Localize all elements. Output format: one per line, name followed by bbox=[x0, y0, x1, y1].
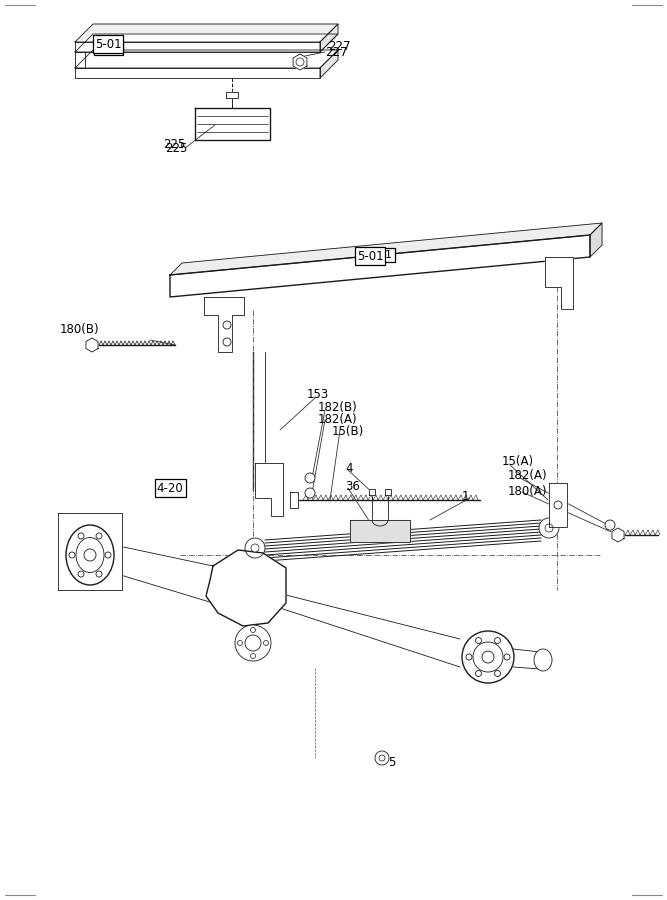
Circle shape bbox=[263, 641, 269, 645]
Circle shape bbox=[251, 544, 259, 552]
Text: 225: 225 bbox=[165, 141, 187, 155]
Circle shape bbox=[375, 751, 389, 765]
Text: 5-01: 5-01 bbox=[95, 43, 121, 53]
Text: 225: 225 bbox=[163, 139, 185, 151]
Circle shape bbox=[545, 524, 553, 532]
Polygon shape bbox=[170, 223, 602, 275]
Text: 180(A): 180(A) bbox=[508, 485, 548, 499]
Polygon shape bbox=[75, 52, 85, 68]
Circle shape bbox=[251, 653, 255, 659]
Text: 15(B): 15(B) bbox=[332, 426, 364, 438]
Polygon shape bbox=[206, 550, 286, 626]
Polygon shape bbox=[545, 257, 573, 309]
Circle shape bbox=[605, 520, 615, 530]
Text: 5-01: 5-01 bbox=[95, 38, 121, 50]
Polygon shape bbox=[612, 528, 624, 542]
Text: 5-01: 5-01 bbox=[368, 250, 392, 260]
Text: 182(A): 182(A) bbox=[318, 413, 358, 427]
Circle shape bbox=[296, 58, 304, 66]
Polygon shape bbox=[255, 463, 283, 516]
Circle shape bbox=[305, 488, 315, 498]
Polygon shape bbox=[75, 68, 320, 78]
Polygon shape bbox=[75, 50, 338, 68]
Polygon shape bbox=[75, 34, 338, 52]
Polygon shape bbox=[293, 54, 307, 70]
Text: 227: 227 bbox=[328, 40, 350, 52]
Text: 182(A): 182(A) bbox=[508, 469, 548, 482]
Polygon shape bbox=[86, 338, 98, 352]
Polygon shape bbox=[226, 92, 238, 98]
Text: 5: 5 bbox=[388, 755, 396, 769]
Text: 5-01: 5-01 bbox=[357, 249, 384, 263]
Circle shape bbox=[84, 549, 96, 561]
Circle shape bbox=[476, 637, 482, 643]
Text: 15(A): 15(A) bbox=[502, 455, 534, 469]
Text: 153: 153 bbox=[307, 389, 329, 401]
Circle shape bbox=[245, 635, 261, 651]
Circle shape bbox=[554, 501, 562, 509]
Circle shape bbox=[245, 538, 265, 558]
Circle shape bbox=[494, 637, 500, 643]
Ellipse shape bbox=[76, 537, 104, 572]
Text: 1: 1 bbox=[462, 490, 470, 502]
Polygon shape bbox=[320, 50, 338, 78]
Text: 182(B): 182(B) bbox=[318, 401, 358, 415]
Circle shape bbox=[466, 654, 472, 660]
Circle shape bbox=[476, 670, 482, 677]
Polygon shape bbox=[549, 483, 567, 527]
Circle shape bbox=[69, 552, 75, 558]
Circle shape bbox=[237, 641, 243, 645]
Circle shape bbox=[223, 338, 231, 346]
Circle shape bbox=[494, 670, 500, 677]
Circle shape bbox=[504, 654, 510, 660]
Ellipse shape bbox=[66, 525, 114, 585]
Circle shape bbox=[96, 572, 102, 577]
Polygon shape bbox=[369, 489, 375, 495]
Text: 36: 36 bbox=[345, 480, 360, 492]
Circle shape bbox=[223, 321, 231, 329]
Circle shape bbox=[482, 651, 494, 663]
Circle shape bbox=[305, 473, 315, 483]
Polygon shape bbox=[590, 223, 602, 257]
Polygon shape bbox=[320, 24, 338, 52]
Circle shape bbox=[105, 552, 111, 558]
Ellipse shape bbox=[473, 642, 503, 672]
Text: 4: 4 bbox=[345, 462, 352, 474]
Circle shape bbox=[235, 625, 271, 661]
Text: 4-20: 4-20 bbox=[157, 482, 183, 494]
Polygon shape bbox=[75, 42, 320, 52]
Text: 180(B): 180(B) bbox=[60, 323, 99, 337]
Polygon shape bbox=[350, 520, 410, 542]
Circle shape bbox=[78, 572, 84, 577]
Polygon shape bbox=[75, 24, 338, 42]
Polygon shape bbox=[58, 513, 122, 590]
Polygon shape bbox=[385, 489, 391, 495]
Circle shape bbox=[379, 755, 385, 761]
Text: 227: 227 bbox=[325, 46, 348, 58]
Ellipse shape bbox=[534, 649, 552, 671]
Polygon shape bbox=[290, 492, 298, 508]
Circle shape bbox=[78, 533, 84, 539]
Polygon shape bbox=[195, 108, 270, 140]
Circle shape bbox=[251, 627, 255, 633]
Ellipse shape bbox=[462, 631, 514, 683]
Circle shape bbox=[96, 533, 102, 539]
Circle shape bbox=[539, 518, 559, 538]
Polygon shape bbox=[170, 235, 590, 297]
Polygon shape bbox=[204, 297, 244, 352]
